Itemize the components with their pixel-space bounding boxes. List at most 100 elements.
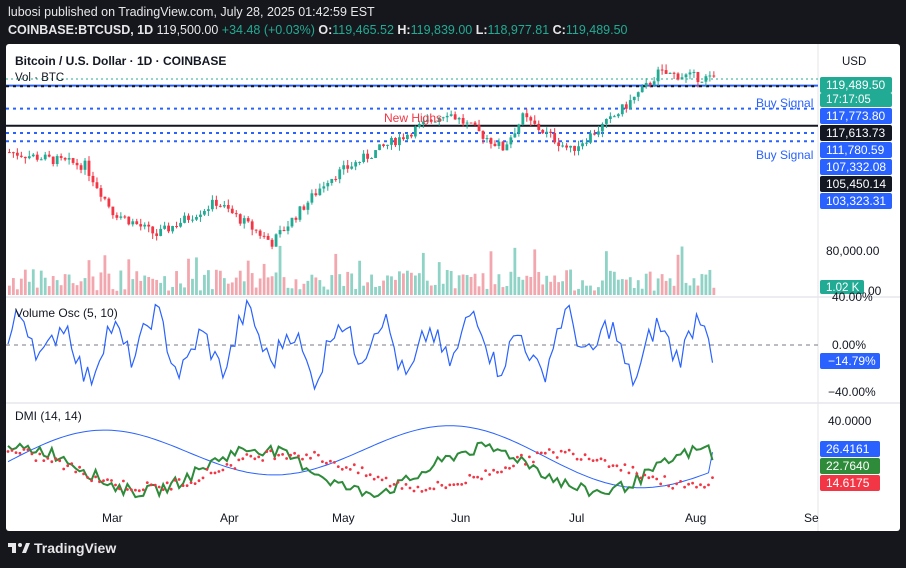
volume-bar (676, 254, 680, 295)
minus-di-point (627, 471, 631, 475)
candle-body (226, 205, 230, 209)
minus-di-point (488, 473, 491, 476)
minus-di-point (404, 483, 408, 486)
minus-di-point (516, 455, 519, 459)
volume-bar (537, 272, 541, 295)
candle-body (274, 234, 278, 247)
last-price: 119,500.00 (156, 23, 219, 37)
candle-body (115, 215, 119, 218)
volume-bar (624, 279, 628, 295)
volume-bar (27, 281, 31, 295)
candle-body (406, 134, 409, 140)
volume-bar (398, 271, 401, 295)
candle-body (656, 69, 660, 82)
minus-di-point (675, 482, 678, 486)
chart-svg[interactable]: Bitcoin / U.S. Dollar · 1D · COINBASE Vo… (6, 44, 900, 531)
minus-di-point (10, 449, 14, 452)
candle-body (581, 143, 584, 147)
candle-body (15, 152, 19, 156)
volume-bar (453, 288, 457, 295)
level-label-5: 105,450.14 (826, 177, 886, 191)
minus-di-point (555, 456, 559, 459)
minus-di-point (591, 459, 595, 462)
volume-bar (597, 287, 600, 295)
candle-body (409, 134, 413, 137)
candle-body (366, 153, 369, 159)
minus-di-point (416, 485, 420, 489)
minus-di-point (122, 479, 125, 483)
minus-di-point (130, 488, 133, 492)
candle-body (286, 226, 290, 231)
volume-bar (226, 283, 230, 295)
candle-body (63, 157, 67, 160)
volume-bar (704, 274, 708, 295)
candle-body (370, 157, 373, 159)
minus-di-point (134, 488, 137, 492)
candle-body (183, 215, 186, 223)
minus-di-point (563, 450, 567, 454)
volume-bar (330, 275, 334, 295)
volume-bar (262, 263, 266, 295)
candle-body (135, 221, 139, 225)
dmi-indicator (6, 425, 714, 499)
minus-di-point (436, 480, 440, 484)
minus-di-point (512, 464, 515, 468)
volume-bar (593, 290, 596, 295)
level-label-1: 117,773.80 (826, 109, 885, 123)
minus-di-point (118, 487, 121, 491)
candle-body (437, 117, 441, 122)
minus-di-point (305, 453, 308, 457)
volume-bar (517, 276, 521, 295)
minus-di-point (583, 453, 587, 457)
minus-di-point (66, 464, 70, 468)
minus-di-point (90, 479, 93, 483)
candle-body (8, 152, 11, 154)
adx-value: 26.4161 (826, 442, 870, 456)
candle-body (398, 137, 401, 146)
candle-body (473, 122, 477, 126)
minus-di-point (579, 458, 583, 461)
candle-body (433, 121, 437, 123)
candle-body (103, 196, 107, 199)
minus-di-point (711, 476, 714, 479)
minus-di-point (58, 459, 62, 463)
minus-di-point (603, 459, 607, 462)
minus-di-point (651, 475, 655, 479)
volume-bar (680, 246, 684, 295)
volume-bar (203, 274, 206, 295)
volume-bar (386, 275, 389, 295)
volume-bar (290, 288, 294, 295)
volume-bar (501, 287, 505, 295)
minus-di-point (360, 466, 364, 470)
candle-body (453, 114, 457, 120)
minus-di-point (329, 459, 332, 463)
volume-bar (569, 269, 572, 295)
chart-panel[interactable]: Bitcoin / U.S. Dollar · 1D · COINBASE Vo… (6, 44, 900, 531)
candle-body (23, 156, 27, 159)
volume-bar (338, 274, 342, 295)
candle-body (481, 130, 485, 139)
candle-body (147, 224, 151, 227)
volume-bar (155, 279, 159, 295)
candle-body (537, 123, 541, 130)
candle-body (549, 131, 553, 133)
candle-body (262, 235, 266, 237)
minus-di-point (528, 455, 531, 459)
minus-di-point (297, 454, 300, 458)
minus-di-point (181, 484, 185, 487)
candle-body (521, 113, 525, 125)
candle-body (445, 115, 449, 118)
volume-bar (159, 282, 163, 295)
volume-bar (147, 277, 151, 295)
volume-bar (79, 281, 83, 295)
volume-bar (91, 276, 95, 295)
minus-di-point (110, 479, 113, 482)
volume-bar (214, 269, 218, 295)
candle-body (620, 104, 624, 115)
minus-di-point (217, 470, 221, 473)
volume-bar (477, 286, 481, 295)
candle-body (326, 183, 330, 187)
minus-di-point (14, 451, 18, 454)
osc-tick-40: 40.00% (832, 290, 873, 304)
minus-di-point (679, 480, 682, 483)
